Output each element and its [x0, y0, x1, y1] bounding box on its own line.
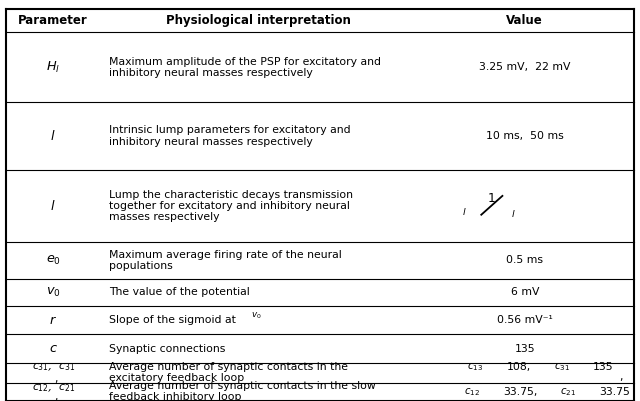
Text: 10 ms,  50 ms: 10 ms, 50 ms: [486, 131, 564, 141]
Text: inhibitory neural masses respectively: inhibitory neural masses respectively: [109, 137, 312, 146]
Text: $v_0$: $v_0$: [251, 310, 262, 321]
Text: The value of the potential: The value of the potential: [109, 288, 250, 297]
Text: $1$: $1$: [487, 192, 496, 205]
Text: Maximum average firing rate of the neural: Maximum average firing rate of the neura…: [109, 250, 342, 260]
Text: 33.75,: 33.75,: [504, 387, 538, 397]
Text: 135: 135: [515, 344, 535, 354]
Text: $c_{12}$,  $c_{21}$: $c_{12}$, $c_{21}$: [31, 382, 75, 393]
Text: excitatory feedback loop: excitatory feedback loop: [109, 373, 244, 383]
Text: 3.25 mV,  22 mV: 3.25 mV, 22 mV: [479, 62, 570, 72]
Text: $l$: $l$: [51, 129, 56, 143]
Text: $c_{31}$: $c_{31}$: [554, 361, 570, 373]
Text: inhibitory neural masses respectively: inhibitory neural masses respectively: [109, 68, 312, 78]
Text: ,: ,: [54, 392, 58, 401]
Text: 33.75: 33.75: [600, 387, 630, 397]
Text: Physiological interpretation: Physiological interpretation: [166, 14, 351, 27]
Text: $v_0$: $v_0$: [45, 286, 61, 299]
Text: Slope of the sigmoid at: Slope of the sigmoid at: [109, 315, 243, 325]
Text: ,: ,: [54, 374, 58, 384]
Text: 0.5 ms: 0.5 ms: [506, 255, 543, 265]
Text: $r$: $r$: [49, 314, 57, 327]
Text: $c_{12}$: $c_{12}$: [464, 386, 480, 398]
Text: $c_{31}$,  $c_{31}$: $c_{31}$, $c_{31}$: [31, 361, 75, 373]
Text: $c_{21}$: $c_{21}$: [560, 386, 576, 398]
Text: feedback inhibitory loop: feedback inhibitory loop: [109, 393, 241, 401]
Text: Value: Value: [506, 14, 543, 27]
Text: Average number of synaptic contacts in the slow: Average number of synaptic contacts in t…: [109, 381, 376, 391]
Text: Average number of synaptic contacts in the: Average number of synaptic contacts in t…: [109, 362, 348, 372]
Text: $c$: $c$: [49, 342, 58, 355]
Text: $l$: $l$: [461, 207, 467, 217]
Text: Lump the characteristic decays transmission: Lump the characteristic decays transmiss…: [109, 190, 353, 200]
Text: Intrinsic lump parameters for excitatory and: Intrinsic lump parameters for excitatory…: [109, 126, 351, 135]
Text: Parameter: Parameter: [19, 14, 88, 27]
Text: $e_0$: $e_0$: [45, 254, 61, 267]
Text: together for excitatory and inhibitory neural: together for excitatory and inhibitory n…: [109, 201, 349, 211]
Text: masses respectively: masses respectively: [109, 212, 220, 222]
Text: Maximum amplitude of the PSP for excitatory and: Maximum amplitude of the PSP for excitat…: [109, 57, 381, 67]
Text: 108,: 108,: [507, 362, 531, 372]
Text: populations: populations: [109, 261, 173, 271]
Text: Synaptic connections: Synaptic connections: [109, 344, 225, 354]
Text: 0.56 mV⁻¹: 0.56 mV⁻¹: [497, 315, 553, 325]
Text: $l$: $l$: [51, 199, 56, 213]
Text: 135: 135: [593, 362, 614, 372]
Text: ,: ,: [620, 372, 623, 382]
Text: $l$: $l$: [511, 208, 516, 219]
Text: $c_{13}$: $c_{13}$: [467, 361, 483, 373]
Text: $H_l$: $H_l$: [46, 60, 60, 75]
Text: 6 mV: 6 mV: [511, 288, 539, 297]
